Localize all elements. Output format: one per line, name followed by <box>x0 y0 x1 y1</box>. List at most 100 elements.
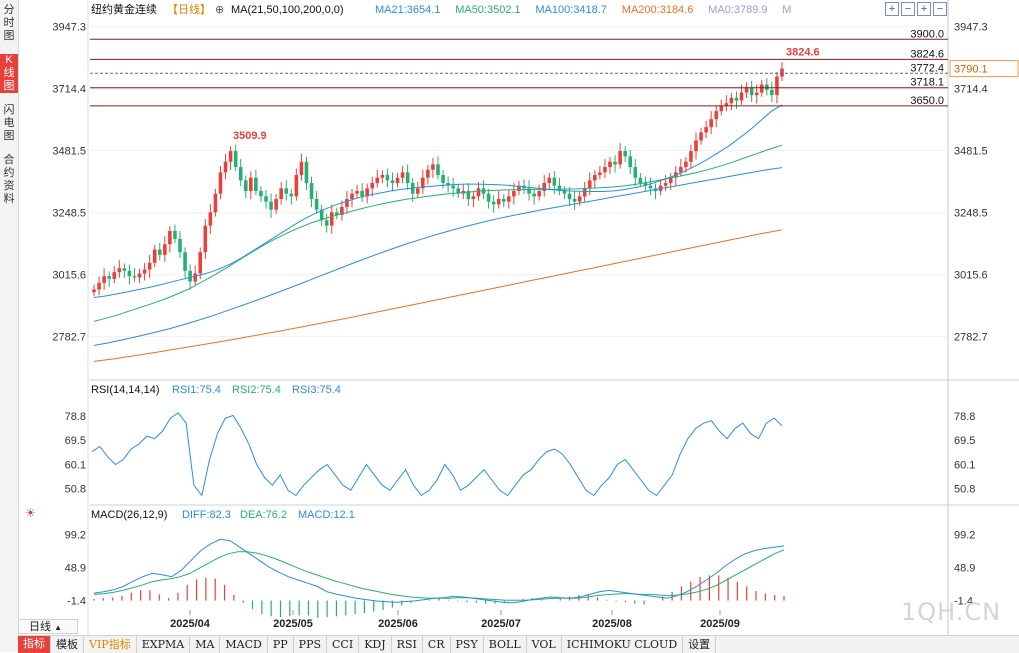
indicator-tab-pp[interactable]: PP <box>268 636 294 653</box>
candle-body <box>183 252 187 271</box>
candle-body <box>759 84 764 93</box>
x-tick-label: 2025/08 <box>592 618 632 630</box>
ma-value: MA0:3789.9 <box>708 4 767 16</box>
candle-body <box>375 177 380 184</box>
candle-body <box>542 183 547 192</box>
candle-body <box>249 177 253 192</box>
candle-body <box>254 177 258 192</box>
candle-body <box>314 198 319 210</box>
candle-body <box>451 185 455 189</box>
candle-body <box>203 225 208 253</box>
candle-body <box>218 172 223 194</box>
candle-body <box>289 193 294 197</box>
candle-body <box>269 201 273 210</box>
level-label: 3772.4 <box>910 62 944 74</box>
tab-flash[interactable]: 闪电图 <box>3 104 15 142</box>
candle-body <box>552 177 557 186</box>
candle-body <box>446 183 450 186</box>
y-tick-label-left: 3015.6 <box>52 270 86 282</box>
rsi-tick-left: 50.8 <box>65 483 86 495</box>
expand-button[interactable]: + <box>917 2 931 16</box>
period-label: 日线 <box>29 621 51 633</box>
candle-body <box>562 191 567 194</box>
settings-icon: ⊕ <box>215 4 224 16</box>
candle-body <box>395 177 400 184</box>
tab-timeshare[interactable]: 分时图 <box>3 4 15 42</box>
candle-body <box>228 151 233 162</box>
candle-body <box>765 84 769 90</box>
x-tick-label: 2025/09 <box>700 618 740 630</box>
candle-body <box>441 175 445 184</box>
zoom-in-button[interactable]: + <box>885 2 899 16</box>
indicator-tab-rsi[interactable]: RSI <box>392 636 423 653</box>
candle-body <box>714 111 719 120</box>
collapse-button[interactable]: − <box>933 2 947 16</box>
candle-body <box>633 167 638 178</box>
y-tick-label-right: 3947.3 <box>954 22 988 34</box>
candle-body <box>608 161 612 168</box>
tab-contract-info[interactable]: 合约资料 <box>3 154 15 205</box>
candle-body <box>623 151 627 157</box>
level-label: 3650.0 <box>910 95 944 107</box>
indicator-tab-vol[interactable]: VOL <box>527 636 562 653</box>
candle-body <box>319 209 324 221</box>
candle-body <box>739 92 744 101</box>
indicator-tab-boll[interactable]: BOLL <box>484 636 527 653</box>
rsi-value: RSI2:75.4 <box>232 384 281 396</box>
period-selector[interactable]: 日线 ▲ <box>18 619 78 634</box>
candle-body <box>304 161 309 184</box>
candle-body <box>132 276 137 278</box>
macd-tick-right: -1.4 <box>954 596 973 608</box>
indicator-tab-ichimoku-cloud[interactable]: ICHIMOKU CLOUD <box>562 636 684 653</box>
watermark: 1QH.CN <box>901 598 1002 626</box>
ma-value: MA21:3654.1 <box>375 4 440 16</box>
indicator-tab-cci[interactable]: CCI <box>327 636 360 653</box>
indicator-tab-ma[interactable]: MA <box>190 636 221 653</box>
candle-body <box>385 175 390 181</box>
candle-body <box>684 161 688 168</box>
indicator-tab--[interactable]: 指标 <box>18 636 51 653</box>
candle-body <box>587 180 592 189</box>
diff-line <box>93 538 785 604</box>
high-annotation: 3824.6 <box>786 46 820 58</box>
current-price-label: 3790.1 <box>954 64 988 76</box>
indicator-tab-pps[interactable]: PPS <box>294 636 328 653</box>
candle-body <box>689 151 693 162</box>
indicator-tab-cr[interactable]: CR <box>423 636 451 653</box>
indicator-tab--[interactable]: 模板 <box>51 636 84 653</box>
candle-body <box>719 105 724 112</box>
candle-body <box>532 193 536 197</box>
indicator-tab-macd[interactable]: MACD <box>220 636 268 653</box>
x-tick-label: 2025/04 <box>170 618 211 630</box>
candle-body <box>426 169 430 178</box>
candle-body <box>380 175 385 178</box>
candle-body <box>243 180 248 192</box>
y-tick-label-left: 3714.4 <box>52 84 86 96</box>
level-label: 3824.6 <box>910 48 944 60</box>
x-tick-label: 2025/07 <box>481 618 521 630</box>
rsi-tick-right: 78.8 <box>954 411 975 423</box>
candle-body <box>770 89 774 96</box>
indicator-tab-psy[interactable]: PSY <box>451 636 484 653</box>
candle-body <box>491 201 496 205</box>
indicator-tab-kdj[interactable]: KDJ <box>359 636 392 653</box>
candle-body <box>284 188 289 194</box>
candle-body <box>415 188 420 194</box>
zoom-out-button[interactable]: − <box>901 2 915 16</box>
indicator-toolbar: 指标 模板 VIP指标 EXPMA MA MACD PP PPS CCI KDJ RSI CR PSY B… <box>18 635 1019 653</box>
candle-body <box>476 188 481 197</box>
level-label: 3718.1 <box>910 77 944 89</box>
rsi-tick-right: 50.8 <box>954 483 975 495</box>
candle-body <box>178 238 182 253</box>
indicator-tab-expma[interactable]: EXPMA <box>137 636 191 653</box>
zoom-toolbar: + − + − <box>885 2 947 16</box>
rsi-value: RSI1:75.4 <box>172 384 221 396</box>
indicator-tab--[interactable]: 设置 <box>683 636 717 653</box>
candle-body <box>724 103 729 106</box>
candle-body <box>360 191 364 197</box>
indicator-tab-vip-[interactable]: VIP指标 <box>84 636 137 653</box>
candle-body <box>486 193 491 202</box>
